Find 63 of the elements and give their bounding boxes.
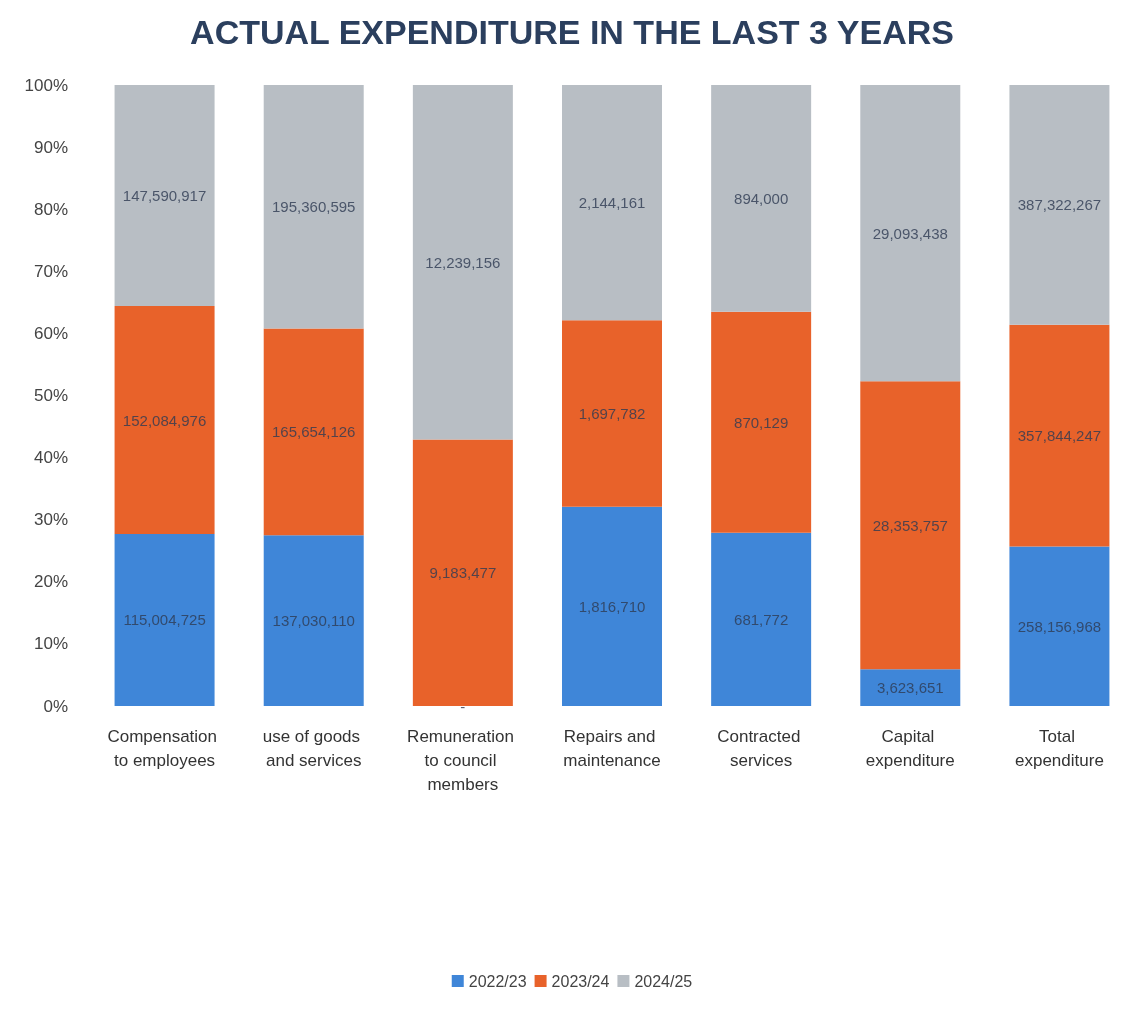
chart-title: ACTUAL EXPENDITURE IN THE LAST 3 YEARS [190,13,954,51]
y-tick-label: 30% [33,510,68,530]
bar [1009,546,1110,706]
y-tick-label: 90% [33,137,68,157]
annotation: 2,144,161 [578,194,646,212]
annotation: 195,360,595 [272,198,356,216]
annotation: 152,084,976 [122,411,207,429]
legend-label: 2022/23 [468,972,527,990]
x-tick-label: Capital expenditure [865,726,955,770]
bar [263,85,364,329]
annotation: 894,000 [734,189,789,207]
y-tick-label: 100% [24,75,68,95]
y-tick-label: 50% [33,386,68,405]
bar [114,306,215,534]
annotation: 137,030,110 [272,612,355,630]
annotation: 147,590,917 [122,187,207,205]
annotation: 165,654,126 [272,423,356,441]
annotation: 1,697,782 [578,405,646,423]
x-tick-label: Remuneration to council members [407,726,519,794]
bar [114,85,215,307]
annotation: 681,772 [734,610,789,628]
bar [412,85,513,440]
y-tick-label: 0% [43,696,68,716]
y-tick-label: 70% [33,261,68,281]
bar [711,532,812,706]
y-tick-label: 60% [33,323,68,343]
bar [1009,85,1110,325]
y-tick-label: 40% [33,448,68,468]
bar [412,439,513,706]
bar [860,669,961,706]
y-tick-label: 10% [33,634,68,654]
annotation: 1,816,710 [578,597,646,615]
bar [562,320,662,507]
bar [263,328,364,536]
bar [1009,324,1110,547]
annotation: 9,183,477 [429,564,497,582]
annotation: - [460,697,466,715]
bar [711,311,812,533]
bar [263,535,364,706]
annotation: 387,322,267 [1017,196,1102,214]
annotation: 357,844,247 [1017,427,1102,445]
annotation: 115,004,725 [123,611,206,629]
x-tick-label: Compensation to employees [107,726,222,770]
bar [562,85,662,321]
x-tick-label: Total expenditure [1015,726,1104,770]
bar [114,533,215,706]
annotation: 3,623,651 [876,679,944,697]
legend-label: 2023/24 [551,972,610,990]
bar [860,85,961,382]
x-tick-label: Repairs and maintenance [563,726,661,770]
annotation: 29,093,438 [872,224,948,242]
x-tick-label: use of goods and services [262,726,365,770]
annotation: 12,239,156 [425,253,501,271]
annotation: 258,156,968 [1017,617,1102,635]
bar [711,85,812,312]
annotation: 28,353,757 [872,516,948,534]
y-tick-label: 80% [33,199,68,219]
bar [562,506,662,706]
y-tick-label: 20% [33,572,68,592]
x-tick-label: Contracted services [717,726,806,770]
bar [860,381,961,670]
annotation: 870,129 [734,413,789,431]
legend-label: 2024/25 [634,972,693,990]
